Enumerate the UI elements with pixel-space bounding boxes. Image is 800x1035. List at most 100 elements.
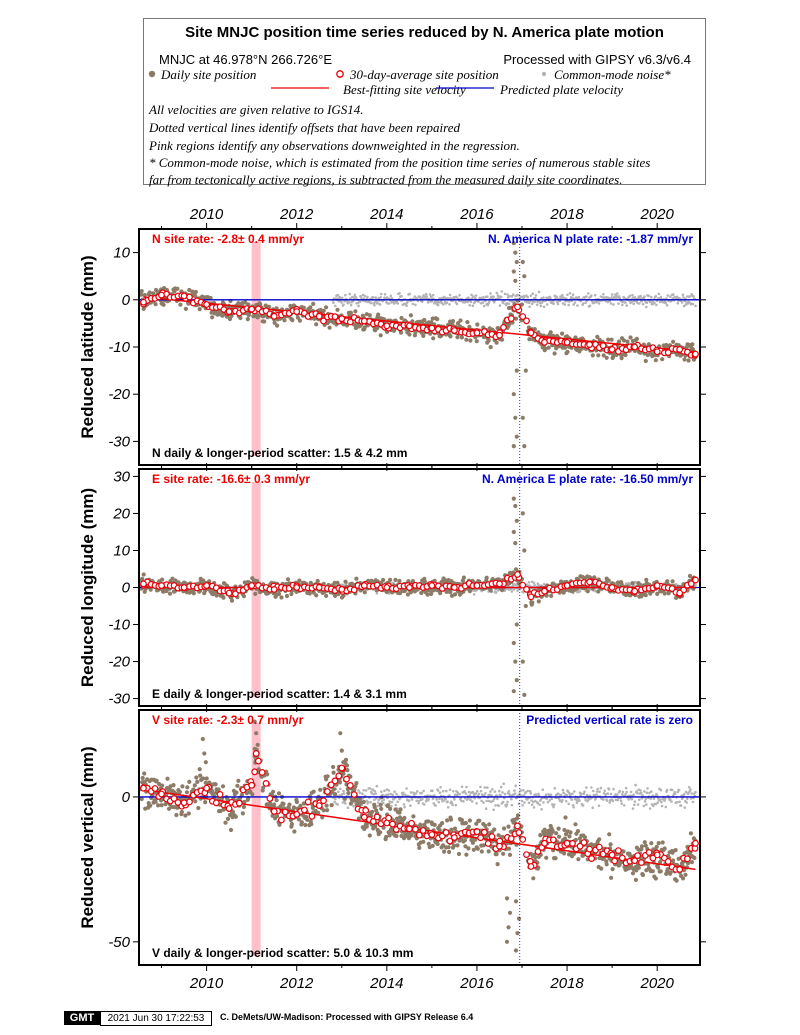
average-point — [631, 587, 639, 595]
common-mode-point — [643, 790, 646, 793]
common-mode-point — [430, 300, 434, 303]
daily-point — [208, 295, 213, 301]
daily-point — [630, 581, 635, 586]
common-mode-point — [590, 786, 593, 789]
daily-point — [356, 816, 361, 821]
daily-point — [348, 310, 353, 315]
common-mode-point — [682, 792, 686, 796]
common-mode-point — [444, 797, 448, 801]
average-point — [527, 329, 535, 337]
common-mode-point — [361, 792, 364, 795]
common-mode-point — [610, 293, 614, 296]
common-mode-point — [469, 300, 473, 304]
common-mode-point — [641, 302, 645, 306]
common-mode-point — [612, 787, 615, 791]
common-mode-point — [683, 806, 687, 809]
legend-note: * Common-mode noise, which is estimated … — [149, 155, 651, 170]
daily-point — [354, 576, 359, 581]
common-mode-point — [380, 790, 383, 793]
average-point — [676, 589, 684, 597]
common-mode-point — [393, 790, 396, 793]
common-mode-point — [650, 790, 653, 793]
common-mode-point — [421, 300, 424, 304]
common-mode-point — [431, 797, 435, 800]
daily-point — [197, 767, 202, 772]
legend-note: All velocities are given relative to IGS… — [149, 102, 364, 117]
common-mode-point — [432, 802, 436, 805]
daily-point — [577, 349, 582, 354]
y-tick-label: -30 — [108, 691, 130, 708]
common-mode-point — [591, 806, 594, 809]
common-mode-point — [552, 302, 555, 306]
common-mode-point — [373, 303, 376, 307]
common-mode-point — [460, 785, 464, 789]
common-mode-point — [431, 293, 435, 297]
daily-point — [343, 579, 348, 584]
common-mode-point — [677, 788, 681, 792]
common-mode-point — [441, 303, 445, 306]
common-mode-point — [605, 799, 609, 802]
daily-point — [560, 331, 565, 336]
common-mode-point — [651, 804, 655, 808]
common-mode-point — [343, 299, 347, 303]
common-mode-point — [686, 797, 689, 801]
processing-info: Processed with GIPSY v6.3/v6.4 — [503, 52, 691, 67]
site-rate-label: E site rate: -16.6± 0.3 mm/yr — [152, 472, 310, 486]
daily-point — [660, 357, 665, 362]
daily-point — [532, 327, 537, 332]
daily-point — [514, 622, 519, 627]
common-mode-point — [648, 791, 651, 795]
common-mode-point — [415, 799, 419, 803]
daily-point — [397, 810, 402, 815]
common-mode-point — [402, 803, 406, 806]
common-mode-point — [503, 792, 507, 796]
average-points — [140, 289, 699, 359]
common-mode-point — [500, 290, 504, 293]
average-point — [428, 582, 436, 589]
daily-point — [387, 833, 392, 838]
common-mode-point — [446, 800, 449, 803]
daily-point — [619, 356, 624, 361]
common-mode-point — [694, 790, 697, 794]
common-mode-point — [663, 797, 667, 800]
daily-point — [221, 595, 226, 600]
average-point — [180, 292, 188, 300]
common-mode-point — [491, 799, 495, 803]
common-mode-point — [606, 792, 610, 795]
common-mode-point — [567, 802, 570, 806]
average-point — [687, 580, 695, 588]
legend-box: Site MNJC position time series reduced b… — [143, 18, 706, 187]
average-point — [293, 308, 301, 316]
daily-point — [236, 778, 241, 783]
y-tick-label: 20 — [112, 505, 130, 522]
common-mode-point — [387, 793, 390, 796]
common-mode-point — [510, 590, 514, 593]
common-mode-point — [344, 293, 347, 297]
average-point — [360, 582, 368, 589]
daily-point — [384, 834, 389, 840]
common-mode-point — [373, 790, 377, 793]
daily-point — [305, 817, 310, 823]
average-point — [225, 308, 233, 316]
common-mode-point — [358, 791, 362, 794]
common-mode-point — [429, 295, 433, 298]
common-mode-point — [665, 304, 669, 307]
common-mode-point — [474, 296, 477, 300]
common-mode-point — [658, 798, 662, 802]
common-mode-point — [356, 301, 360, 305]
common-mode-point — [420, 791, 424, 795]
common-mode-point — [618, 789, 622, 793]
daily-point — [511, 241, 516, 246]
daily-point — [378, 333, 383, 338]
daily-point — [621, 338, 627, 343]
common-mode-point — [398, 292, 401, 295]
common-mode-point — [352, 804, 355, 808]
average-point — [248, 582, 256, 589]
daily-point — [393, 577, 398, 583]
daily-point — [398, 807, 403, 812]
common-mode-point — [438, 797, 441, 800]
average-point — [527, 593, 535, 601]
daily-point — [213, 782, 218, 787]
daily-point — [488, 588, 493, 593]
daily-point — [511, 392, 516, 397]
